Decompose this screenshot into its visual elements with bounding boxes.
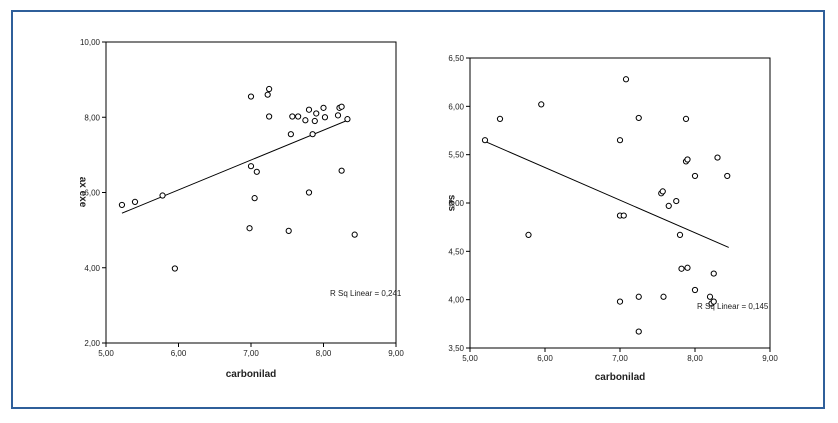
data-point [247, 163, 255, 170]
x-axis-label: carbonilad [226, 369, 277, 380]
r-squared-label: R Sq Linear = 0,145 [697, 302, 769, 311]
data-point [538, 101, 545, 108]
data-point [311, 117, 318, 125]
data-point [710, 298, 717, 305]
data-point [684, 156, 691, 163]
y-tick-label: 5,50 [448, 151, 464, 160]
y-tick-label: 4,00 [84, 264, 100, 273]
chart-left: 5,00 6,00 7,00 8,00 9,00 2,00 4,00 6,00 8,00 10,0… [77, 38, 404, 380]
data-point [616, 298, 624, 305]
data-point [684, 264, 691, 271]
data-point [724, 172, 731, 180]
y-tick-label: 8,00 [84, 113, 100, 122]
data-point [706, 293, 714, 300]
data-point [253, 168, 260, 175]
data-point [344, 116, 351, 123]
data-point [309, 131, 316, 138]
x-tick-label: 8,00 [687, 354, 703, 363]
data-point [264, 91, 271, 98]
data-point [525, 231, 532, 238]
data-point [678, 265, 685, 272]
x-tick-label: 8,00 [316, 349, 332, 358]
x-tick-label: 9,00 [388, 349, 404, 358]
regression-line [121, 118, 351, 214]
data-point [266, 113, 273, 120]
data-point [159, 192, 166, 199]
y-tick-label: 4,50 [448, 247, 464, 256]
data-point [673, 197, 680, 205]
data-point [682, 115, 690, 123]
data-point [334, 112, 342, 119]
data-point [710, 270, 717, 277]
data-point [635, 293, 642, 300]
x-tick-label: 9,00 [762, 354, 778, 363]
data-point [305, 106, 313, 113]
x-tick-label: 7,00 [612, 354, 628, 363]
data-point [320, 104, 327, 111]
data-point [321, 114, 329, 121]
data-point [171, 265, 178, 272]
data-point [635, 328, 642, 335]
x-tick-label: 5,00 [462, 354, 478, 363]
data-point [496, 115, 504, 123]
data-point [635, 114, 642, 122]
y-tick-label: 2,00 [84, 339, 100, 348]
data-point [289, 113, 296, 120]
data-point [691, 172, 699, 180]
data-point [247, 93, 255, 100]
data-point [338, 167, 345, 174]
data-point [246, 225, 253, 232]
data-point [691, 286, 699, 294]
x-tick-label: 7,00 [243, 349, 259, 358]
data-point [338, 103, 345, 110]
y-tick-label: 5,00 [448, 199, 464, 208]
y-axis-label: ax exe [77, 177, 88, 208]
y-tick-label: 6,00 [84, 189, 100, 198]
x-tick-label: 6,00 [537, 354, 553, 363]
data-point [285, 227, 292, 234]
data-point [295, 113, 302, 120]
data-point [251, 195, 258, 202]
data-point [659, 188, 666, 195]
data-point [118, 201, 126, 209]
r-squared-label: R Sq Linear = 0,241 [330, 289, 402, 298]
data-point [131, 198, 139, 206]
x-tick-label: 6,00 [171, 349, 187, 358]
data-point [266, 85, 273, 93]
data-point [620, 212, 627, 219]
data-point [714, 154, 721, 161]
y-tick-label: 6,50 [448, 54, 464, 63]
data-point [351, 231, 358, 238]
x-axis-label: carbonilad [595, 372, 646, 383]
data-point [313, 110, 320, 117]
y-tick-label: 4,00 [448, 296, 464, 305]
chart-right: 5,00 6,00 7,00 8,00 9,00 3,50 4,00 4,50 5,00 5,50… [446, 54, 778, 383]
data-point [481, 137, 489, 144]
data-point [660, 293, 667, 300]
x-tick-label: 5,00 [98, 349, 114, 358]
data-point [305, 189, 313, 196]
data-point [287, 131, 294, 138]
regression-line [486, 141, 729, 248]
y-tick-label: 6,00 [448, 102, 464, 111]
y-tick-label: 3,50 [448, 344, 464, 353]
data-point [676, 231, 684, 238]
y-tick-label: 10,00 [80, 38, 101, 47]
data-point [302, 117, 309, 124]
data-point [665, 202, 672, 209]
data-point [622, 76, 630, 83]
data-point [616, 137, 624, 144]
y-axis-label: ses [446, 195, 457, 212]
